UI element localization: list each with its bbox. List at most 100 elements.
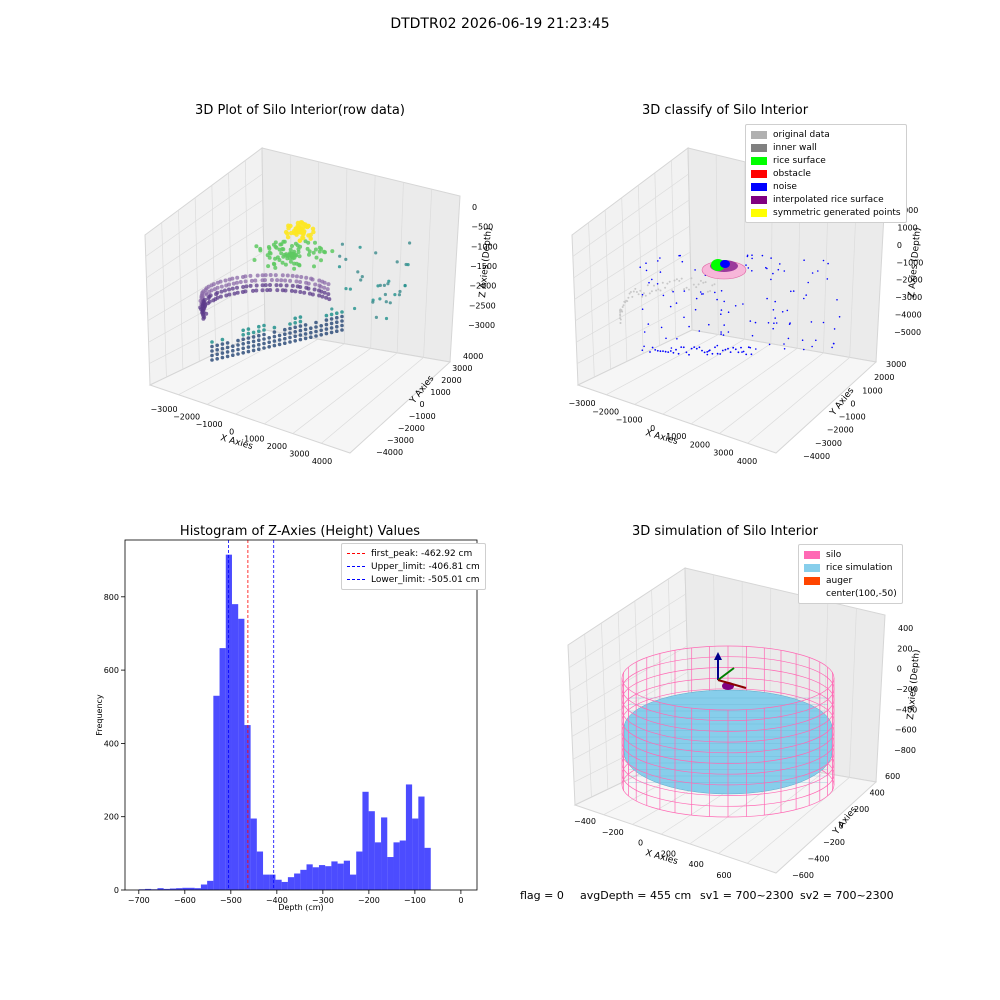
classify-point bbox=[746, 255, 749, 258]
histogram-bar bbox=[157, 888, 164, 890]
scatter-point bbox=[215, 295, 220, 300]
grid-line bbox=[572, 173, 689, 257]
scatter-point bbox=[225, 341, 230, 345]
scatter-point bbox=[287, 256, 292, 261]
scatter-point bbox=[329, 330, 334, 335]
scatter-point bbox=[314, 255, 319, 260]
scatter-point bbox=[272, 325, 277, 330]
histogram-bar bbox=[325, 866, 332, 890]
classify-point bbox=[651, 346, 654, 349]
scatter-point bbox=[243, 289, 248, 294]
classify-point bbox=[676, 338, 678, 340]
scatter-point bbox=[262, 341, 266, 346]
histogram-xtick-label: −200 bbox=[358, 896, 380, 905]
classify-point bbox=[672, 351, 675, 354]
classify-point bbox=[656, 349, 659, 352]
histogram-bar bbox=[318, 865, 326, 890]
classify-point bbox=[651, 278, 653, 281]
scatter-point bbox=[254, 288, 259, 293]
legend-swatch-noise bbox=[751, 182, 767, 191]
scatter-point bbox=[277, 333, 282, 338]
classify-point bbox=[682, 346, 685, 349]
scatter-point bbox=[298, 319, 303, 324]
classify-point bbox=[721, 349, 724, 352]
scatter-point bbox=[294, 279, 299, 284]
scatter-point bbox=[340, 319, 344, 323]
scatter-point bbox=[284, 283, 289, 288]
classify-point bbox=[622, 304, 625, 307]
classify-point bbox=[714, 346, 716, 349]
scatter-point bbox=[293, 339, 298, 343]
scatter-point bbox=[235, 285, 239, 290]
classify-point bbox=[786, 309, 789, 312]
classify-point bbox=[672, 290, 674, 293]
scatter-point bbox=[293, 289, 298, 294]
classify-point bbox=[706, 353, 709, 356]
plot4-ytick: −600 bbox=[792, 871, 814, 880]
scatter-point bbox=[325, 287, 330, 292]
scatter-point bbox=[288, 326, 292, 331]
scatter-point bbox=[210, 340, 214, 344]
histogram-bar bbox=[163, 888, 170, 890]
classify-point bbox=[703, 351, 706, 354]
histogram-bar bbox=[176, 888, 183, 890]
scatter-point bbox=[249, 278, 254, 283]
histogram-bar bbox=[281, 881, 288, 890]
plot4-zlabel: Z Axies (Depth) bbox=[906, 649, 922, 720]
plot1-ztick: −2000 bbox=[469, 282, 496, 291]
scatter-point bbox=[277, 338, 282, 342]
plot4-ytick: −200 bbox=[823, 838, 845, 847]
grid-line bbox=[576, 303, 692, 364]
scatter-point bbox=[296, 247, 301, 252]
classify-point bbox=[695, 347, 698, 350]
grid-line bbox=[235, 343, 345, 415]
plot2-title: 3D classify of Silo Interior bbox=[641, 103, 809, 118]
scatter-point bbox=[288, 247, 293, 252]
classify-point bbox=[815, 339, 817, 342]
classify-point bbox=[740, 346, 742, 349]
plot4-ztick: 200 bbox=[897, 644, 912, 653]
classify-point bbox=[781, 311, 784, 313]
scatter-point bbox=[241, 351, 245, 355]
classify-point bbox=[641, 295, 644, 298]
scatter-point bbox=[283, 332, 287, 337]
classify-point bbox=[660, 326, 663, 329]
classify-point bbox=[657, 260, 659, 262]
scatter-point bbox=[272, 334, 277, 339]
status-flag: flag = 0 bbox=[520, 889, 564, 902]
scatter-point bbox=[257, 333, 261, 338]
histogram-frame bbox=[124, 539, 478, 891]
status-sv1: sv1 = 700~2300 bbox=[700, 889, 794, 902]
histogram-bar bbox=[399, 840, 406, 890]
scatter-point bbox=[251, 348, 256, 353]
silo-ring-front bbox=[621, 677, 835, 711]
classify-point bbox=[770, 257, 772, 259]
classify-point bbox=[662, 294, 665, 297]
scatter-point bbox=[257, 324, 261, 329]
scatter-point bbox=[293, 325, 298, 330]
grid-line bbox=[606, 334, 719, 396]
scatter-point bbox=[317, 245, 322, 250]
noise-blob bbox=[720, 260, 730, 268]
classify-point bbox=[655, 289, 658, 292]
scatter-point bbox=[310, 277, 315, 282]
scatter-point bbox=[298, 280, 303, 284]
scatter-point bbox=[220, 342, 225, 346]
classify-point bbox=[675, 348, 677, 351]
scatter-point bbox=[252, 258, 257, 262]
scatter-point bbox=[317, 293, 322, 298]
scatter-point bbox=[278, 242, 283, 247]
scatter-point bbox=[215, 357, 219, 361]
axis-arrow-z-head bbox=[714, 652, 722, 660]
scatter-point bbox=[251, 335, 256, 339]
scatter-point bbox=[382, 283, 386, 287]
grid-line bbox=[604, 210, 611, 370]
scatter-point bbox=[235, 275, 240, 280]
scatter-point bbox=[311, 229, 316, 235]
scatter-point bbox=[310, 292, 315, 297]
scatter-point bbox=[248, 283, 253, 288]
classify-point bbox=[713, 283, 716, 286]
classify-point bbox=[668, 280, 671, 283]
scatter-point bbox=[329, 312, 334, 317]
classify-point bbox=[801, 339, 804, 342]
